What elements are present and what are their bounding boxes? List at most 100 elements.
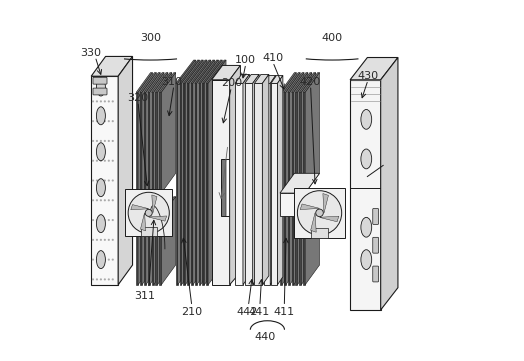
Polygon shape bbox=[201, 60, 219, 285]
Text: 210: 210 bbox=[181, 307, 202, 317]
Circle shape bbox=[104, 199, 106, 201]
Polygon shape bbox=[303, 73, 320, 92]
Polygon shape bbox=[245, 83, 253, 285]
Circle shape bbox=[104, 239, 106, 241]
Polygon shape bbox=[140, 92, 142, 193]
Circle shape bbox=[92, 120, 94, 122]
Polygon shape bbox=[284, 92, 286, 193]
Polygon shape bbox=[288, 217, 290, 285]
Polygon shape bbox=[161, 73, 176, 193]
Polygon shape bbox=[288, 73, 304, 92]
Polygon shape bbox=[299, 92, 301, 193]
Polygon shape bbox=[280, 197, 296, 217]
FancyBboxPatch shape bbox=[373, 266, 378, 282]
Polygon shape bbox=[157, 73, 172, 193]
Polygon shape bbox=[282, 197, 296, 285]
Circle shape bbox=[100, 239, 102, 241]
Polygon shape bbox=[320, 216, 339, 222]
Polygon shape bbox=[291, 197, 308, 217]
Text: 200: 200 bbox=[221, 78, 242, 88]
Polygon shape bbox=[191, 83, 193, 285]
Polygon shape bbox=[195, 83, 196, 285]
Polygon shape bbox=[150, 73, 164, 193]
Circle shape bbox=[92, 100, 94, 103]
Circle shape bbox=[108, 199, 110, 201]
Polygon shape bbox=[151, 73, 168, 92]
Circle shape bbox=[96, 258, 98, 261]
Polygon shape bbox=[264, 83, 270, 285]
Text: 411: 411 bbox=[274, 307, 295, 317]
Circle shape bbox=[108, 258, 110, 261]
Polygon shape bbox=[264, 75, 276, 83]
Circle shape bbox=[96, 100, 98, 103]
Polygon shape bbox=[148, 197, 164, 217]
Circle shape bbox=[112, 100, 114, 103]
Text: 300: 300 bbox=[140, 34, 161, 43]
Text: 441: 441 bbox=[248, 307, 270, 317]
Polygon shape bbox=[91, 76, 118, 285]
Polygon shape bbox=[159, 217, 161, 285]
Polygon shape bbox=[296, 217, 298, 285]
Circle shape bbox=[108, 100, 110, 103]
Circle shape bbox=[108, 219, 110, 221]
Polygon shape bbox=[180, 83, 181, 285]
Text: 320: 320 bbox=[127, 93, 148, 103]
Ellipse shape bbox=[96, 179, 105, 197]
Polygon shape bbox=[181, 60, 200, 285]
Polygon shape bbox=[299, 73, 315, 92]
Polygon shape bbox=[189, 60, 207, 285]
Polygon shape bbox=[305, 73, 320, 193]
Circle shape bbox=[112, 278, 114, 280]
Polygon shape bbox=[144, 217, 146, 285]
Polygon shape bbox=[204, 60, 222, 285]
Polygon shape bbox=[148, 73, 164, 92]
Circle shape bbox=[96, 120, 98, 122]
Polygon shape bbox=[157, 197, 172, 285]
Polygon shape bbox=[299, 197, 315, 217]
Polygon shape bbox=[144, 197, 160, 217]
Polygon shape bbox=[255, 74, 269, 83]
Polygon shape bbox=[151, 92, 154, 193]
Ellipse shape bbox=[96, 107, 105, 125]
Text: 330: 330 bbox=[81, 48, 102, 58]
Polygon shape bbox=[380, 57, 398, 310]
Circle shape bbox=[112, 140, 114, 142]
Polygon shape bbox=[148, 92, 150, 193]
Polygon shape bbox=[243, 74, 249, 285]
Circle shape bbox=[112, 160, 114, 162]
Polygon shape bbox=[142, 197, 156, 285]
Polygon shape bbox=[161, 197, 176, 285]
Polygon shape bbox=[296, 73, 312, 92]
Ellipse shape bbox=[96, 251, 105, 269]
Circle shape bbox=[112, 258, 114, 261]
Polygon shape bbox=[136, 197, 152, 217]
Polygon shape bbox=[118, 56, 133, 285]
Polygon shape bbox=[284, 73, 300, 92]
Circle shape bbox=[145, 209, 152, 216]
Polygon shape bbox=[280, 92, 282, 193]
Polygon shape bbox=[140, 197, 156, 217]
Polygon shape bbox=[159, 197, 176, 217]
Polygon shape bbox=[199, 60, 219, 83]
Circle shape bbox=[100, 160, 102, 162]
Polygon shape bbox=[282, 73, 296, 193]
Polygon shape bbox=[154, 73, 168, 193]
Polygon shape bbox=[280, 73, 296, 92]
Polygon shape bbox=[245, 74, 259, 83]
Polygon shape bbox=[296, 197, 312, 217]
Polygon shape bbox=[298, 73, 312, 193]
Polygon shape bbox=[280, 173, 320, 193]
Polygon shape bbox=[294, 188, 345, 238]
Polygon shape bbox=[271, 83, 278, 285]
Polygon shape bbox=[301, 197, 315, 285]
Circle shape bbox=[92, 199, 94, 201]
FancyBboxPatch shape bbox=[93, 88, 107, 95]
Ellipse shape bbox=[361, 217, 372, 237]
Circle shape bbox=[104, 120, 106, 122]
Polygon shape bbox=[185, 60, 203, 285]
FancyBboxPatch shape bbox=[93, 77, 107, 84]
Polygon shape bbox=[196, 60, 215, 285]
Polygon shape bbox=[152, 195, 157, 213]
Circle shape bbox=[108, 160, 110, 162]
Circle shape bbox=[92, 219, 94, 221]
